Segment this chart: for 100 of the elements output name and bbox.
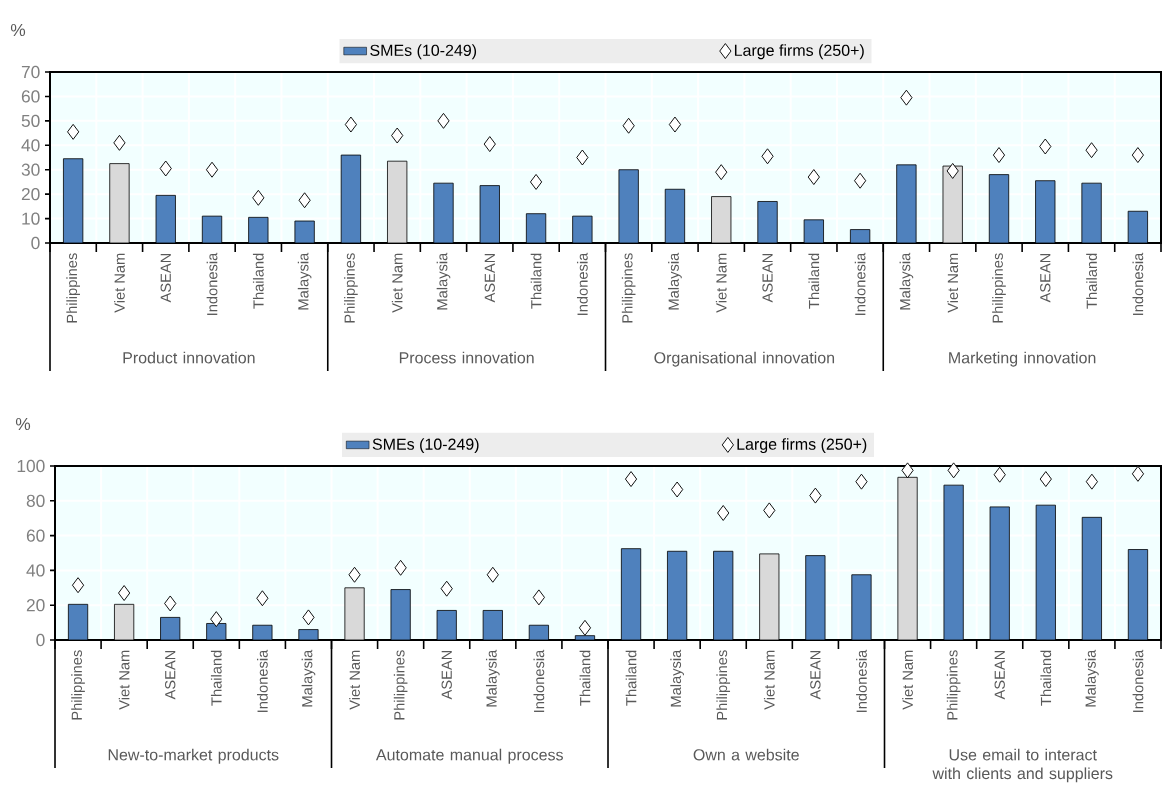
text: Process innovation [399,351,534,364]
point [622,117,635,134]
y-tick-label: 50 [21,114,40,128]
x-tick-label: Indonesia [854,252,866,316]
point [437,113,450,129]
point [210,611,223,628]
point [483,136,496,153]
point [947,462,960,479]
x-tick-label: Thailand [579,650,591,706]
x-tick-label: Philippines [393,650,408,720]
x-tick-label: Malaysia [668,252,682,310]
y-tick-label: 30 [21,163,40,176]
x-tick-label: Philippines [66,253,80,323]
point [668,116,682,133]
x-tick-label: Thailand [210,650,222,706]
x-tick-label: ASEAN [165,651,176,700]
point [252,189,265,206]
point [1131,466,1145,482]
x-tick-label: Indonesia [206,252,218,316]
x-tick-label: Indonesia [533,649,545,713]
point [855,473,868,490]
point [717,505,730,522]
text: Marketing innovation [949,351,1096,367]
y-tick-label: 80 [26,494,45,508]
y-axis-title: % [15,418,31,431]
point [624,471,638,488]
point [807,169,820,186]
x-tick-label: Malaysia [1085,649,1099,707]
x-tick-label: Viet Nam [391,253,403,313]
point [1131,147,1144,164]
point [118,585,131,602]
legend-label: SMEs (10-249) [372,438,479,454]
x-tick-label: ASEAN [160,254,171,303]
y-axis-title: % [10,24,26,37]
point [671,481,684,498]
y-tick-label: 60 [21,90,40,103]
point [1085,142,1098,159]
point [302,609,315,626]
point [298,192,311,209]
text: Product innovation [123,351,255,364]
y-tick-label: 70 [21,65,40,79]
x-tick-label: Thailand [625,650,637,706]
x-tick-label: Philippines [946,650,961,720]
x-tick-label: Malaysia [670,649,684,707]
point [159,160,172,177]
point [394,559,407,576]
x-tick-label: Thailand [808,253,820,309]
x-tick-label: Thailand [252,253,264,309]
point [1085,473,1098,490]
x-tick-label: Philippines [992,253,1006,323]
point [901,462,914,479]
point [344,116,357,133]
text: Organisational innovation [654,351,835,367]
y-tick-label: 40 [21,139,40,152]
x-tick-label: Thailand [1086,253,1097,309]
x-tick-label: ASEAN [484,254,495,303]
x-tick-label: ASEAN [441,651,452,700]
point [440,580,453,597]
x-tick-label: ASEAN [994,651,1005,700]
y-tick-label: 100 [17,460,45,473]
x-tick-label: ASEAN [810,651,821,700]
point [348,566,361,583]
x-tick-label: Thailand [530,253,542,309]
x-tick-label: Viet Nam [763,650,775,710]
x-tick-label: Thailand [1040,650,1052,706]
point [113,135,126,151]
point [67,124,80,140]
y-tick-label: 0 [36,633,45,647]
x-tick-label: Indonesia [1132,252,1144,316]
x-tick-label: Malaysia [301,649,316,707]
y-tick-label: 60 [26,529,45,542]
legend-label: Large firms (250+) [734,44,864,60]
x-tick-label: Viet Nam [947,253,959,313]
text: New-to-market products [108,748,279,764]
x-tick-label: Indonesia [1132,649,1144,713]
y-tick-label: 40 [26,564,45,577]
point [576,149,589,166]
x-tick-label: Indonesia [257,649,268,713]
x-tick-label: Viet Nam [118,650,130,710]
point [578,619,592,636]
point [529,174,543,191]
x-tick-label: Indonesia [856,649,867,713]
y-tick-label: 20 [26,599,45,612]
point [761,148,774,165]
x-tick-label: Philippines [716,650,731,720]
x-tick-label: Philippines [621,253,636,323]
x-tick-label: ASEAN [762,254,773,303]
x-tick-label: Malaysia [297,252,312,310]
point [1039,138,1052,155]
x-tick-label: Indonesia [576,252,588,316]
point [992,147,1006,164]
x-tick-label: Viet Nam [902,650,913,710]
y-tick-label: 0 [31,236,40,250]
point [532,589,545,606]
point [164,595,177,612]
point [809,487,822,504]
point [1039,471,1052,488]
point [900,89,913,106]
point [946,163,959,180]
x-tick-label: Malaysia [485,649,500,707]
